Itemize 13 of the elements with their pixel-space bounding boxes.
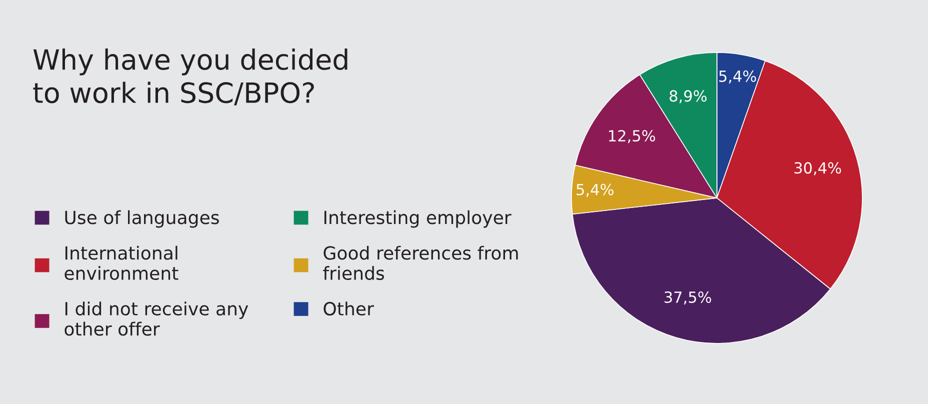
legend-label: Interesting employer bbox=[324, 210, 512, 228]
data-label: 37,5% bbox=[664, 291, 712, 305]
data-label: 5,4% bbox=[576, 184, 614, 197]
chart-title: Why have you decided to work in SSC/BPO? bbox=[33, 48, 348, 106]
legend-label: I did not receive any other offer bbox=[64, 302, 248, 336]
data-label: 8,9% bbox=[670, 90, 707, 104]
data-label: 5,4% bbox=[719, 70, 756, 84]
legend-label: Good references from friends bbox=[323, 246, 518, 280]
legend-label: Other bbox=[324, 302, 374, 316]
data-label: 12,5% bbox=[609, 130, 656, 144]
legend-label: Use of languages bbox=[65, 210, 219, 228]
legend-label: International environment bbox=[64, 246, 178, 280]
data-label: 30,4% bbox=[794, 162, 842, 176]
